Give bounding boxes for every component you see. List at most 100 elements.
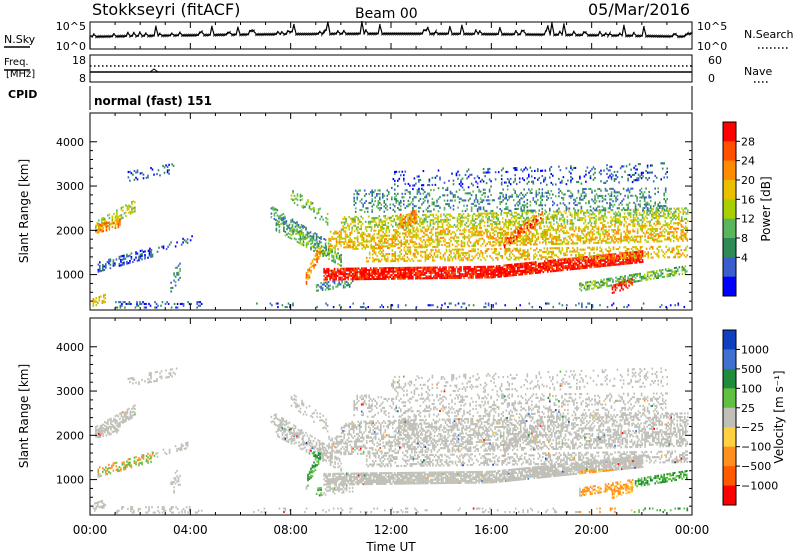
- power-cell: [116, 306, 119, 309]
- power-cell: [371, 270, 373, 273]
- power-cell: [545, 257, 547, 260]
- power-cell: [380, 207, 383, 210]
- power-cell: [557, 266, 560, 269]
- power-cell: [451, 236, 454, 239]
- power-cell: [172, 164, 175, 167]
- power-cell: [508, 247, 511, 250]
- power-cell: [141, 249, 143, 252]
- power-cell: [432, 215, 435, 218]
- power-cell: [377, 276, 380, 279]
- power-cell: [615, 248, 618, 251]
- power-cell: [579, 248, 582, 251]
- power-cell: [484, 249, 487, 252]
- power-cell: [375, 224, 377, 227]
- power-cell: [371, 260, 374, 263]
- power-cell: [366, 210, 369, 213]
- power-cell: [502, 233, 505, 236]
- power-cell: [668, 247, 670, 250]
- power-cell: [595, 222, 597, 225]
- power-cell: [338, 230, 341, 233]
- power-cell: [578, 217, 581, 220]
- power-cell: [474, 232, 476, 235]
- power-cell: [645, 231, 648, 234]
- power-cell: [287, 225, 290, 228]
- power-cell: [393, 253, 395, 256]
- power-cell: [363, 201, 366, 204]
- power-cell: [670, 207, 672, 210]
- power-cell: [336, 267, 339, 270]
- power-cell: [385, 260, 388, 263]
- power-cell: [600, 248, 603, 251]
- power-cell: [492, 258, 494, 261]
- power-cell: [563, 237, 565, 240]
- power-cell: [370, 220, 373, 223]
- power-cell: [362, 240, 365, 243]
- power-cell: [372, 277, 375, 280]
- power-cell: [348, 285, 351, 288]
- power-cell: [643, 212, 645, 215]
- power-cell: [332, 258, 335, 261]
- power-cell: [507, 222, 510, 225]
- power-cell: [419, 266, 422, 269]
- power-cell: [320, 236, 322, 239]
- power-cell: [625, 259, 627, 262]
- power-cell: [477, 216, 480, 219]
- power-cell: [371, 269, 373, 272]
- power-cell: [166, 169, 169, 172]
- power-cell: [151, 253, 154, 256]
- power-cell: [417, 246, 419, 249]
- power-cell: [458, 273, 461, 276]
- power-cell: [677, 245, 680, 248]
- power-cell: [668, 233, 670, 236]
- power-cell: [487, 274, 489, 277]
- power-cell: [623, 235, 625, 238]
- power-cell: [334, 252, 336, 255]
- power-cell: [422, 266, 425, 269]
- power-cell: [546, 230, 549, 233]
- power-cell: [368, 201, 370, 204]
- power-cell: [488, 267, 491, 270]
- power-cell: [468, 245, 470, 248]
- power-cell: [628, 212, 630, 215]
- power-cell: [499, 226, 502, 229]
- power-cell: [460, 273, 462, 276]
- power-cell: [645, 247, 648, 250]
- power-cell: [596, 248, 598, 251]
- power-cell: [513, 217, 516, 220]
- power-cell: [596, 254, 599, 257]
- power-cell: [492, 228, 494, 231]
- power-cell: [329, 248, 332, 251]
- power-cell: [289, 229, 291, 232]
- power-cell: [389, 275, 392, 278]
- power-cell: [132, 207, 135, 210]
- power-cell: [655, 217, 657, 220]
- power-cell: [593, 260, 596, 263]
- power-cell: [584, 266, 587, 269]
- power-cell: [371, 189, 373, 192]
- power-cell: [354, 267, 357, 270]
- power-cell: [572, 264, 575, 267]
- power-cell: [296, 230, 299, 233]
- power-cell: [589, 216, 591, 219]
- power-cell: [475, 267, 477, 270]
- power-cell: [386, 276, 389, 279]
- power-cell: [599, 216, 602, 219]
- power-cell: [444, 259, 446, 262]
- power-cell: [101, 300, 104, 303]
- power-cell: [402, 223, 405, 226]
- power-cell: [574, 257, 576, 260]
- power-cell: [482, 274, 485, 277]
- power-cell: [543, 247, 546, 250]
- power-cell: [548, 261, 551, 264]
- power-cell: [387, 256, 389, 259]
- power-cell: [273, 207, 276, 210]
- power-cell: [603, 224, 606, 227]
- power-cell: [571, 215, 573, 218]
- power-cell: [587, 233, 589, 236]
- power-cell: [372, 218, 374, 221]
- power-cell: [540, 256, 543, 259]
- power-cell: [551, 239, 553, 242]
- power-cell: [616, 218, 618, 221]
- power-cell: [418, 270, 420, 273]
- power-cell: [502, 226, 505, 229]
